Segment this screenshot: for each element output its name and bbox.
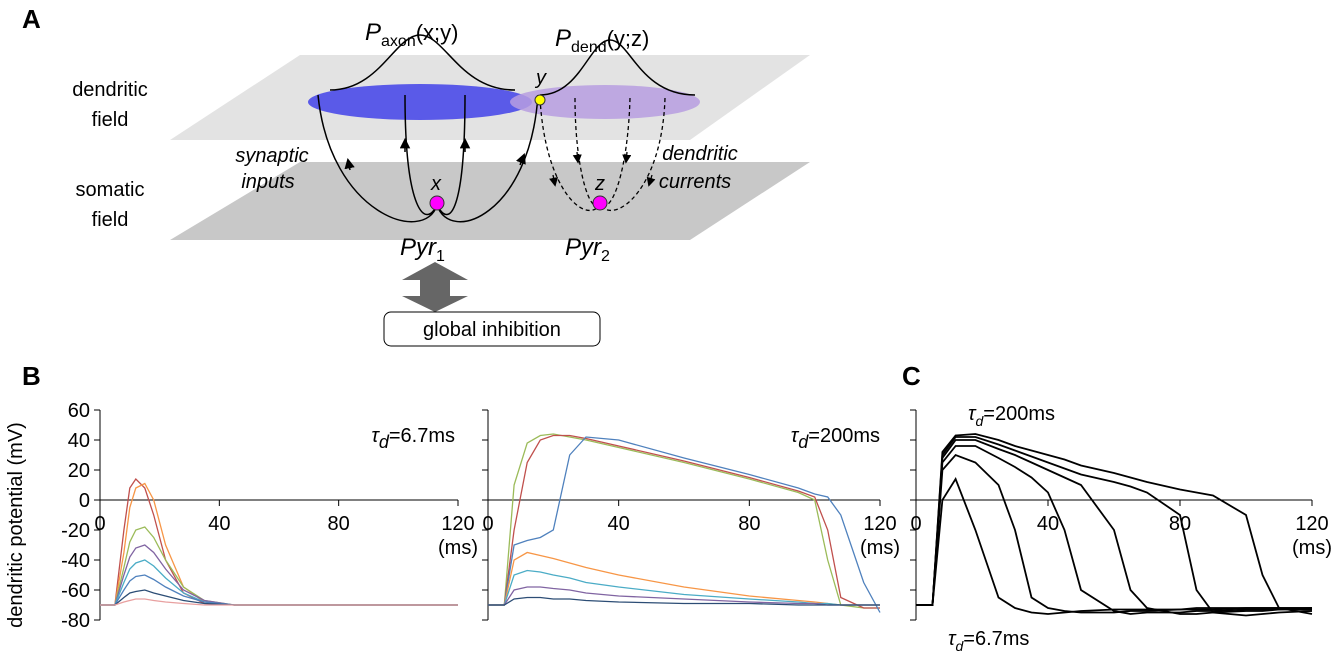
figure: A dendritic field somatic field synaptic… — [0, 0, 1338, 663]
label: dendritic — [72, 79, 148, 101]
trace — [916, 455, 1312, 613]
y-tick-label: 20 — [68, 460, 90, 482]
pyr1-soma — [430, 196, 444, 210]
label: field — [92, 109, 129, 131]
trace — [100, 590, 458, 605]
label: inputs — [241, 171, 294, 193]
args: (y;z) — [607, 26, 650, 51]
point-label: x — [430, 173, 442, 195]
x-tick-label: 0 — [910, 513, 921, 535]
annotation-text: =200ms — [983, 403, 1055, 425]
x-tick-label: 0 — [94, 513, 105, 535]
y-tick-label: -60 — [61, 580, 90, 602]
x-tick-label: 40 — [208, 513, 230, 535]
label: somatic — [76, 179, 145, 201]
panel-label: A — [22, 4, 41, 34]
point-label: y — [534, 67, 547, 89]
x-tick-label: 40 — [608, 513, 630, 535]
x-tick-label: 80 — [738, 513, 760, 535]
trace — [100, 479, 458, 605]
name: Pyr — [565, 234, 602, 261]
y-tick-label: -40 — [61, 550, 90, 572]
annotation: τd=200ms — [968, 403, 1055, 429]
trace — [916, 434, 1312, 614]
x-tick-label: 0 — [482, 513, 493, 535]
name: Pyr — [400, 234, 437, 261]
trace — [488, 437, 880, 613]
p-dend: Pdend(y;z) — [555, 25, 649, 56]
annotation: τd=200ms — [791, 425, 880, 452]
annotation-text: =6.7ms — [389, 425, 455, 447]
pyr2-soma — [593, 196, 607, 210]
y-tick-label: 60 — [68, 400, 90, 422]
x-tick-label: 80 — [328, 513, 350, 535]
trace — [100, 599, 458, 605]
trace — [100, 560, 458, 605]
x-tick-label: 120 — [441, 513, 474, 535]
x-tick-label: 120 — [863, 513, 896, 535]
trace — [100, 545, 458, 605]
args: (x;y) — [416, 20, 459, 45]
trace — [488, 434, 880, 608]
annotation-text: =200ms — [808, 425, 880, 447]
inhibition-label: global inhibition — [423, 319, 561, 341]
trace — [916, 479, 1312, 614]
trace — [100, 484, 458, 606]
trace — [916, 440, 1312, 614]
label: synaptic — [235, 145, 308, 167]
arrow-head — [626, 152, 627, 162]
label: dendritic — [662, 143, 738, 165]
x-axis-label: (ms) — [860, 537, 900, 559]
p-axon: Paxon(x;y) — [365, 19, 458, 50]
trace — [488, 436, 880, 609]
x-tick-label: 120 — [1295, 513, 1328, 535]
label: field — [92, 209, 129, 231]
symbol: P — [555, 25, 571, 52]
y-tick-label: 0 — [79, 490, 90, 512]
x-tick-label: 40 — [1037, 513, 1059, 535]
subscript: 1 — [436, 248, 445, 265]
annotation: τd=6.7ms — [371, 425, 455, 452]
symbol: P — [365, 19, 381, 46]
panel-label: B — [22, 361, 41, 391]
x-axis-label: (ms) — [438, 537, 478, 559]
trace — [488, 553, 880, 606]
y-tick-label: 40 — [68, 430, 90, 452]
subscript: dend — [571, 39, 607, 56]
point-label: z — [594, 173, 605, 195]
trace — [916, 437, 1312, 616]
panel-label: C — [902, 361, 921, 391]
annotation: τd=6.7ms — [948, 628, 1029, 654]
x-axis-label: (ms) — [1292, 537, 1332, 559]
y-tick-label: -80 — [61, 610, 90, 632]
y-tick-label: -20 — [61, 520, 90, 542]
inhibition-arrow — [402, 262, 468, 312]
subscript: 2 — [601, 248, 610, 265]
point-y — [535, 95, 545, 105]
annotation-text: =6.7ms — [963, 628, 1029, 650]
label: currents — [659, 171, 731, 193]
panel-a: A dendritic field somatic field synaptic… — [22, 4, 810, 346]
subscript: axon — [381, 33, 416, 50]
arrow-head — [577, 152, 578, 162]
chart: 0 40 80 120(ms) τd=200ms — [482, 410, 900, 620]
y-axis-label: dendritic potential (mV) — [5, 422, 27, 628]
